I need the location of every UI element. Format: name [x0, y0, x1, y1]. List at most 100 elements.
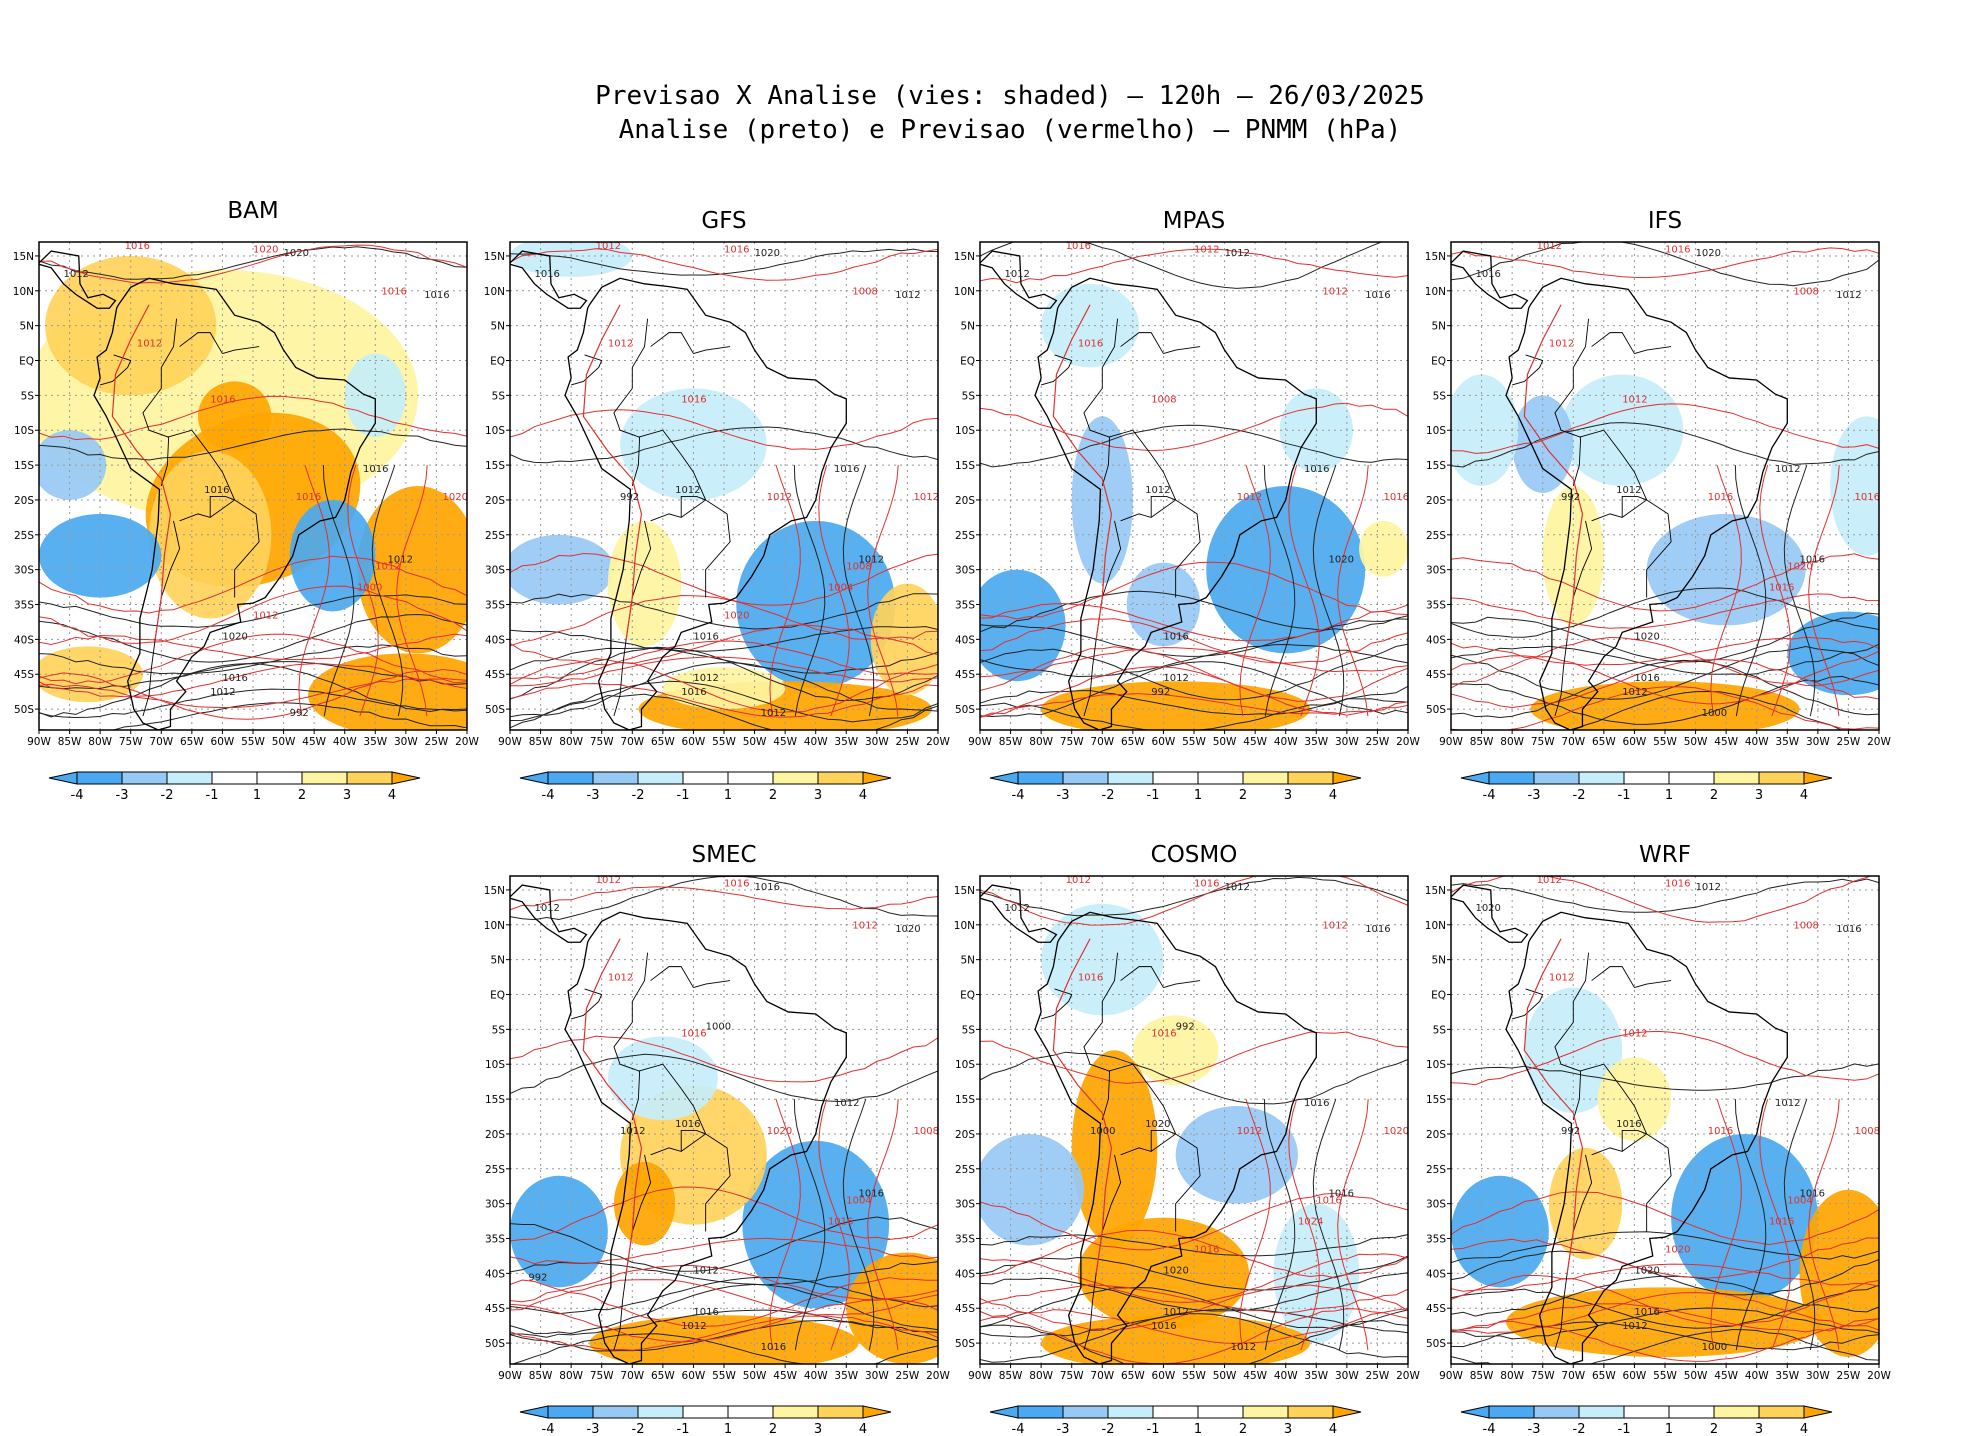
- colorbar-arrow-left: [989, 1405, 1019, 1419]
- lon-tick-label: 40W: [1745, 736, 1769, 748]
- colorbar-label: -1: [1618, 1422, 1631, 1436]
- map-area: 1020101210161012101210161020101610121000…: [1451, 242, 1879, 730]
- forecast-isobar-label: 1012: [608, 339, 633, 350]
- lat-tick-label: 5S: [962, 390, 976, 402]
- bias-shading: [149, 451, 272, 619]
- lon-tick-label: 70W: [620, 736, 644, 748]
- colorbar-arrow-left: [1460, 1405, 1490, 1419]
- analysis-isobar-label: 1016: [859, 1189, 884, 1200]
- country-border: [1120, 1133, 1176, 1156]
- lon-tick-label: 50W: [1213, 736, 1237, 748]
- analysis-isobar: [1451, 1231, 1879, 1264]
- country-border: [680, 1130, 706, 1152]
- country-border: [1512, 988, 1544, 1020]
- colorbar: -4 -3 -2 -1 1 2 3 4: [989, 1405, 1362, 1436]
- lon-tick-label: 45W: [1243, 736, 1267, 748]
- lon-tick-label: 90W: [968, 736, 992, 748]
- analysis-isobar: [510, 1283, 938, 1335]
- lon-tick-label: 45W: [773, 1370, 797, 1382]
- analysis-isobar-label: 1016: [1163, 631, 1188, 642]
- bias-shading: [510, 242, 633, 277]
- forecast-isobar: [396, 465, 428, 717]
- analysis-isobar-label: 1016: [1329, 1189, 1354, 1200]
- forecast-isobar-label: 1024: [1298, 1217, 1323, 1228]
- colorbar-segment: [637, 1405, 684, 1419]
- coastline-south-america: [1034, 277, 1317, 730]
- lat-tick-label: 40S: [14, 634, 34, 646]
- lon-tick-label: 45W: [302, 736, 326, 748]
- lat-tick-label: 10S: [955, 425, 975, 437]
- analysis-isobar-label: 1012: [534, 903, 559, 914]
- analysis-isobar: [322, 465, 355, 717]
- forecast-isobar: [980, 1229, 1408, 1279]
- colorbar-label: -1: [1618, 788, 1631, 803]
- coastline-south-america: [564, 277, 847, 730]
- forecast-isobar: [1451, 1237, 1879, 1279]
- analysis-isobar-label: 1012: [693, 1265, 718, 1276]
- colorbar-label: 1: [724, 788, 732, 803]
- country-border: [1120, 332, 1164, 354]
- analysis-isobar-label: 1016: [363, 464, 388, 475]
- analysis-isobar: [842, 1098, 875, 1351]
- lon-tick-label: 70W: [1561, 736, 1585, 748]
- forecast-isobar: [510, 594, 938, 647]
- forecast-isobar: [1337, 465, 1369, 717]
- forecast-isobar-label: 1012: [253, 610, 278, 621]
- lon-tick-label: 50W: [1684, 1370, 1708, 1382]
- forecast-isobar: [867, 1099, 899, 1351]
- forecast-isobar: [1451, 553, 1879, 612]
- analysis-isobar: [1263, 465, 1296, 717]
- lon-tick-label: 45W: [1714, 1370, 1738, 1382]
- forecast-isobar: [1451, 1263, 1879, 1292]
- analysis-isobar: [1451, 587, 1879, 638]
- analysis-isobar: [980, 1320, 1408, 1364]
- analysis-isobar: [980, 1234, 1408, 1257]
- colorbar-label: 4: [1329, 788, 1337, 803]
- lat-tick-label: 15S: [955, 1094, 975, 1106]
- lon-tick-label: 90W: [1439, 1370, 1463, 1382]
- lat-tick-label: 5S: [1433, 1024, 1447, 1036]
- lat-tick-label: 25S: [1426, 530, 1446, 542]
- lat-tick-label: 25S: [955, 1164, 975, 1176]
- forecast-isobar-label: 1004: [846, 1196, 871, 1207]
- forecast-isobar: [1288, 464, 1320, 717]
- lat-tick-label: 5N: [1431, 321, 1446, 333]
- forecast-isobar-label: 1008: [852, 286, 877, 297]
- colorbar-segment: [1668, 771, 1715, 785]
- forecast-isobar-label: 1016: [210, 394, 235, 405]
- colorbar-label: 3: [1284, 788, 1292, 803]
- analysis-isobar: [39, 246, 467, 280]
- lat-tick-label: 35S: [1426, 1234, 1446, 1246]
- lon-tick-label: 30W: [394, 736, 418, 748]
- country-border: [1041, 354, 1073, 386]
- forecast-isobar: [1451, 658, 1879, 709]
- analysis-isobar-label: 1012: [895, 290, 920, 301]
- analysis-isobar-label: 1012: [1836, 290, 1861, 301]
- forecast-isobar: [769, 464, 801, 717]
- colorbar-label: -4: [542, 1422, 555, 1436]
- forecast-isobar-label: 1016: [1151, 1028, 1176, 1039]
- colorbar-arrow-right: [862, 771, 892, 785]
- colorbar: -4 -3 -2 -1 1 2 3 4: [1460, 1405, 1833, 1436]
- analysis-isobar: [980, 876, 1408, 917]
- forecast-isobar-label: 1004: [828, 583, 853, 594]
- forecast-isobar-label: 1016: [1665, 878, 1690, 889]
- analysis-isobar: [1451, 643, 1879, 676]
- analysis-isobar-label: 1012: [388, 555, 413, 566]
- colorbar-label: -3: [1528, 788, 1541, 803]
- country-border: [613, 318, 649, 487]
- lon-tick-label: 20W: [455, 736, 479, 748]
- bias-shading: [846, 1252, 938, 1364]
- country-border: [1150, 1130, 1176, 1152]
- forecast-isobar-label: 1016: [125, 241, 150, 252]
- lat-tick-label: 20S: [485, 495, 505, 507]
- analysis-isobar-label: 1012: [1696, 882, 1721, 893]
- lon-tick-label: 30W: [1335, 736, 1359, 748]
- forecast-isobar: [347, 464, 379, 717]
- forecast-isobar: [39, 678, 467, 708]
- lon-tick-label: 30W: [865, 1370, 889, 1382]
- analysis-isobar-label: 1016: [1304, 464, 1329, 475]
- lat-tick-label: 45S: [1426, 1303, 1446, 1315]
- country-border: [1120, 499, 1176, 522]
- lon-tick-label: 65W: [651, 1370, 675, 1382]
